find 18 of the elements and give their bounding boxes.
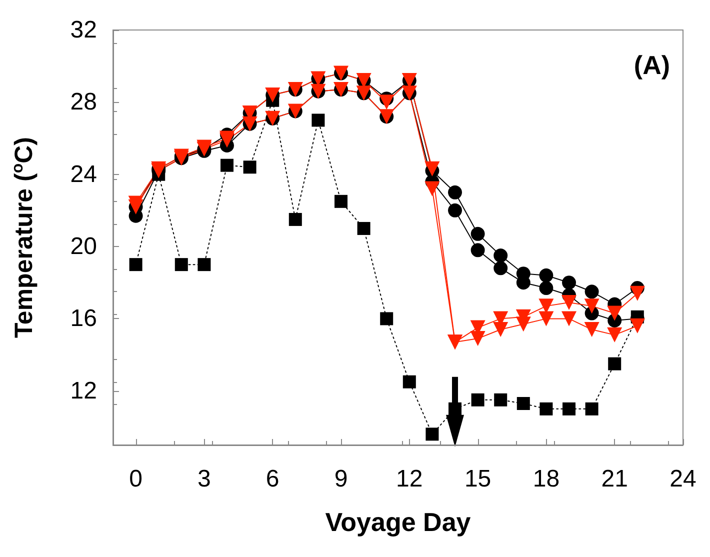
x-axis-title: Voyage Day [325, 507, 472, 537]
x-tick-label: 6 [266, 466, 280, 492]
x-tick-label: 24 [670, 466, 696, 492]
x-tick-label: 9 [334, 466, 348, 492]
annotation: (A) [634, 50, 670, 80]
x-tick-label: 15 [464, 466, 492, 492]
y-axis-title: Temperature (oC) [10, 136, 38, 338]
y-tick-label: 20 [70, 233, 97, 260]
x-tick-label: 12 [396, 466, 423, 492]
y-tick-label: 32 [70, 16, 97, 44]
y-tick-label: 28 [70, 88, 97, 116]
x-tick-label: 18 [532, 466, 560, 492]
y-tick-label: 12 [70, 377, 97, 404]
x-tick-label: 3 [198, 466, 211, 492]
y-tick-label: 24 [70, 160, 97, 188]
x-tick-label: 0 [129, 466, 142, 492]
x-tick-label: 21 [601, 466, 628, 492]
y-tick-label: 16 [70, 305, 97, 332]
